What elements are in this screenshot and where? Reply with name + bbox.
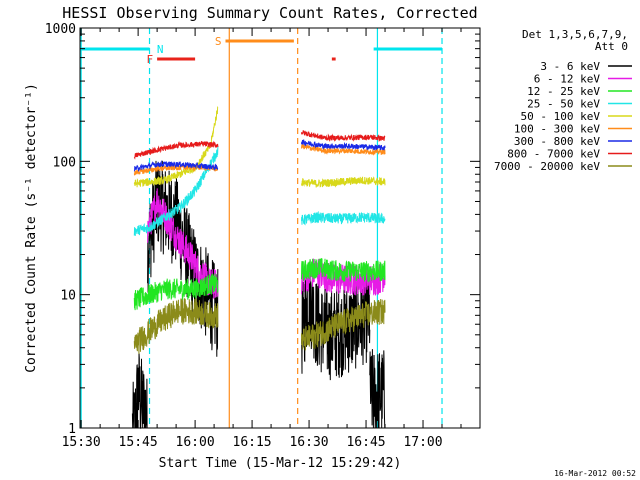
data-series — [131, 105, 386, 430]
series-7000-20000-keV-kev — [133, 297, 386, 354]
legend-entry-label: 3 - 6 keV — [540, 60, 600, 73]
series-line — [147, 188, 219, 299]
flag-label-n: N — [157, 43, 164, 56]
series-line — [301, 130, 386, 143]
series-line — [301, 258, 386, 283]
series-line — [133, 159, 219, 172]
flag-bars: NFS — [80, 35, 443, 66]
legend-entry-label: 6 - 12 keV — [534, 73, 601, 86]
legend-entry-label: 800 - 7000 keV — [507, 148, 600, 161]
x-tick-label: 15:30 — [62, 435, 101, 450]
series-3-6-keV-kev — [131, 160, 386, 430]
series-line — [301, 139, 386, 151]
legend-header: Det 1,3,5,6,7,9, — [522, 28, 628, 41]
series-line — [301, 176, 386, 188]
y-axis-label: Corrected Count Rate (s⁻¹ detector⁻¹) — [24, 83, 39, 373]
series-line — [133, 105, 219, 188]
plot-frame — [79, 27, 481, 429]
series-line — [133, 273, 219, 311]
y-tick-label: 100 — [53, 155, 76, 170]
x-tick-label: 16:30 — [289, 435, 328, 450]
series-12-25-keV-kev — [133, 258, 386, 311]
legend-entry-label: 12 - 25 keV — [527, 85, 600, 98]
x-tick-label: 16:15 — [233, 435, 272, 450]
series-line — [133, 140, 219, 160]
series-line — [133, 297, 219, 354]
series-100-300-keV-kev — [133, 143, 386, 176]
series-line — [369, 349, 386, 429]
series-50-100-keV-kev — [133, 105, 386, 188]
legend-header: Att 0 — [595, 40, 628, 53]
series-line — [301, 211, 386, 226]
creation-timestamp: 16-Mar-2012 00:52 — [554, 469, 636, 478]
legend-entry-label: 100 - 300 keV — [514, 123, 600, 136]
series-line — [133, 145, 219, 236]
y-tick-label: 1 — [68, 422, 76, 437]
y-tick-label: 1000 — [45, 22, 76, 37]
flag-label-s: S — [215, 35, 222, 48]
x-tick-label: 17:00 — [403, 435, 442, 450]
axes: 15:30 15:45 16:00 16:15 16:30 16:45 17:00 1 10 10… — [45, 22, 480, 450]
series-line — [301, 298, 386, 351]
series-800-7000-keV-kev — [133, 130, 386, 160]
x-tick-label: 16:00 — [176, 435, 215, 450]
y-tick-label: 10 — [60, 289, 76, 304]
x-tick-label: 15:45 — [119, 435, 158, 450]
chart-title: HESSI Observing Summary Count Rates, Cor… — [62, 4, 477, 22]
series-line — [131, 352, 148, 430]
legend-entry-label: 25 - 50 keV — [527, 98, 600, 111]
series-25-50-keV-kev — [133, 145, 386, 236]
legend-entry-label: 50 - 100 keV — [521, 110, 601, 123]
series-300-800-keV-kev — [133, 139, 386, 172]
x-tick-label: 16:45 — [346, 435, 385, 450]
legend-entry-label: 7000 - 20000 keV — [494, 160, 600, 173]
x-axis-label: Start Time (15-Mar-12 15:29:42) — [159, 456, 402, 471]
legend-entry-label: 300 - 800 keV — [514, 135, 600, 148]
